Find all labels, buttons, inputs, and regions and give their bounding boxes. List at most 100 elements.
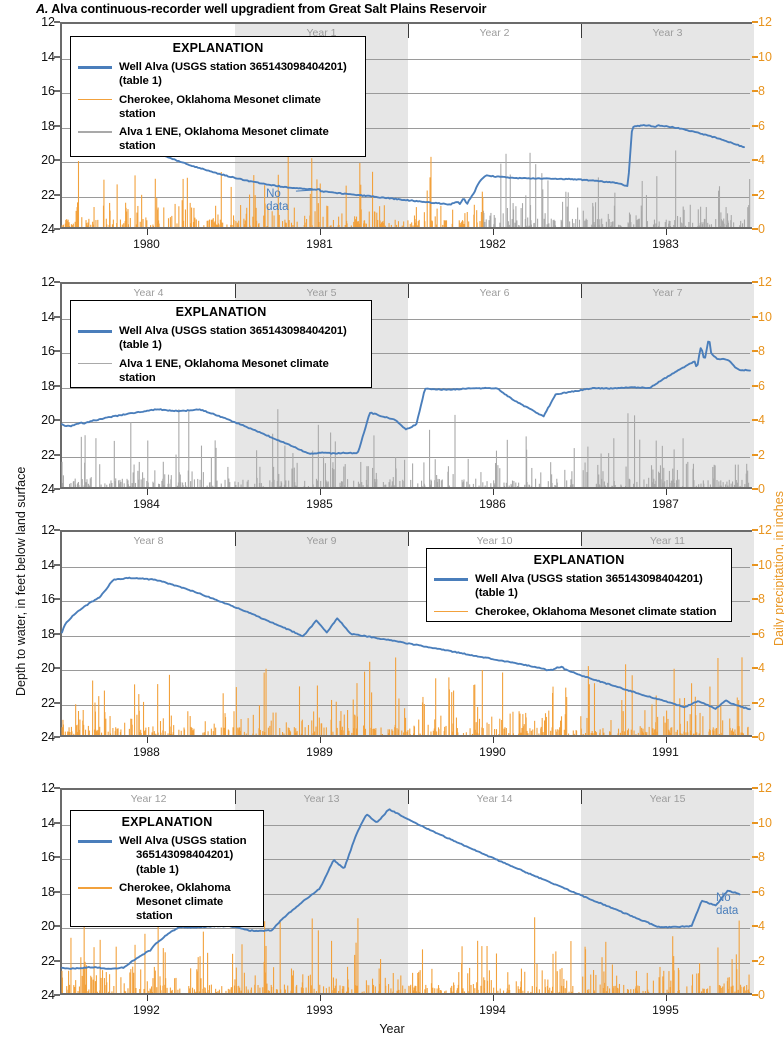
no-data-annotation: No data (266, 187, 289, 213)
gridline (62, 162, 750, 163)
chart-panel-4: Year 12 Year 13 Year 14 Year 15 No data EXPLA… (41, 781, 772, 1017)
chart-panel-2: Year 4 Year 5 Year 6 Year 7 EXPLANATION Well … (41, 275, 772, 511)
x-tick-label: 1985 (306, 497, 333, 511)
x-tick-label: 1994 (479, 1003, 506, 1017)
x-tick-label: 1987 (652, 497, 679, 511)
legend-item-well: Well Alva (USGS station 365143098404201)… (71, 58, 365, 91)
y-tick-right (752, 55, 758, 58)
x-tick-label: 1993 (306, 1003, 333, 1017)
series-layer (61, 808, 751, 993)
y-tick-right (752, 890, 758, 893)
x-tick (492, 995, 494, 1001)
legend-item-cherokee: Cherokee, Oklahoma Mesonet climate stati… (71, 91, 365, 124)
figure-title-text: Alva continuous-recorder well upgradient… (51, 2, 487, 16)
y-tick-right (752, 563, 758, 566)
chart-panel-3: Year 8 Year 9 Year 10 Year 11 EXPLANATION Wel… (41, 523, 772, 759)
gridline (62, 824, 750, 826)
x-tick (319, 229, 321, 235)
y-tick-left (54, 384, 60, 387)
year-band-label: Year 15 (649, 793, 686, 805)
year-separator (235, 532, 236, 546)
x-tick-label: 1991 (652, 745, 679, 759)
y-tick-label-right: 2 (758, 695, 765, 710)
legend-explanation: EXPLANATION Well Alva (USGS station 36514… (426, 548, 732, 622)
y-tick-right (752, 925, 758, 927)
x-tick-label: 1989 (306, 745, 333, 759)
gridline (62, 58, 750, 60)
well-water-level-line (164, 124, 745, 206)
y-tick-left (54, 159, 60, 161)
x-tick (665, 995, 667, 1001)
y-tick-label-right: 2 (758, 447, 765, 462)
legend-label-well: Well Alva (USGS station 365143098404201)… (119, 325, 347, 352)
legend-line-swatch-well (434, 578, 468, 581)
y-tick-right (752, 159, 758, 161)
y-tick-left (54, 90, 60, 92)
y-tick-left (54, 55, 60, 58)
y-tick-right (752, 193, 758, 196)
gridline (62, 456, 750, 458)
y-tick-label-right: 6 (758, 626, 765, 641)
figure-panel-letter: A. (36, 2, 49, 16)
x-tick (665, 489, 667, 495)
legend-item-well: Well Alva (USGS station 365143098404201)… (71, 322, 371, 355)
y-tick-label-left: 14 (41, 309, 55, 324)
year-band-label: Year 9 (306, 535, 337, 547)
y-tick-label-left: 24 (41, 730, 55, 744)
y-tick-label-left: 12 (41, 781, 55, 795)
y-tick-right (752, 529, 758, 531)
legend-label-well: Well Alva (USGS station 365143098404201) … (119, 835, 247, 876)
y-tick-label-left: 24 (41, 988, 55, 1002)
precip-bars-alva1ene (61, 409, 750, 487)
no-data-leader-line (295, 189, 317, 192)
gridline (62, 566, 750, 568)
x-tick (665, 229, 667, 235)
y-tick-label-right: 8 (758, 850, 765, 864)
x-tick (146, 995, 148, 1001)
y-tick-right (752, 667, 758, 669)
well-water-level-line (61, 808, 741, 970)
x-tick-label: 1983 (652, 237, 679, 251)
y-tick-right (752, 821, 758, 824)
y-tick-left (54, 488, 60, 490)
y-tick-label-left: 18 (41, 378, 55, 393)
series-layer (61, 124, 751, 227)
y-tick-label-left: 14 (41, 815, 55, 830)
y-tick-right (752, 124, 758, 127)
y-tick-left (54, 419, 60, 421)
gridline (62, 893, 750, 895)
y-axis-label-right: Daily precipitation, in inches (772, 491, 784, 646)
x-tick-label: 1992 (133, 1003, 160, 1017)
y-tick-right (752, 632, 758, 635)
x-tick (146, 489, 148, 495)
figure-title: A. Alva continuous-recorder well upgradi… (36, 2, 487, 16)
legend-item-alva1ene: Alva 1 ENE, Oklahoma Mesonet climate sta… (71, 355, 371, 388)
gridline (62, 635, 750, 637)
y-tick-right (752, 281, 758, 283)
x-tick-label: 1995 (652, 1003, 679, 1017)
year-band-label: Year 3 (652, 27, 683, 39)
y-tick-label-right: 4 (758, 919, 765, 933)
x-tick-label: 1984 (133, 497, 160, 511)
x-tick-label: 1986 (479, 497, 506, 511)
x-tick (319, 737, 321, 743)
x-tick (146, 229, 148, 235)
y-tick-left (54, 529, 60, 531)
y-tick-label-right: 4 (758, 413, 765, 427)
y-tick-left (54, 228, 60, 230)
y-tick-label-left: 18 (41, 118, 55, 133)
y-tick-left (54, 667, 60, 669)
y-tick-right (752, 384, 758, 387)
y-tick-right (752, 90, 758, 92)
year-separator (408, 790, 409, 804)
y-tick-left (54, 701, 60, 704)
y-tick-label-right: 8 (758, 84, 765, 98)
x-tick (492, 229, 494, 235)
year-separator (408, 284, 409, 298)
gridline (62, 601, 750, 602)
x-axis-label: Year (379, 1022, 405, 1036)
y-tick-label-right: 6 (758, 118, 765, 133)
